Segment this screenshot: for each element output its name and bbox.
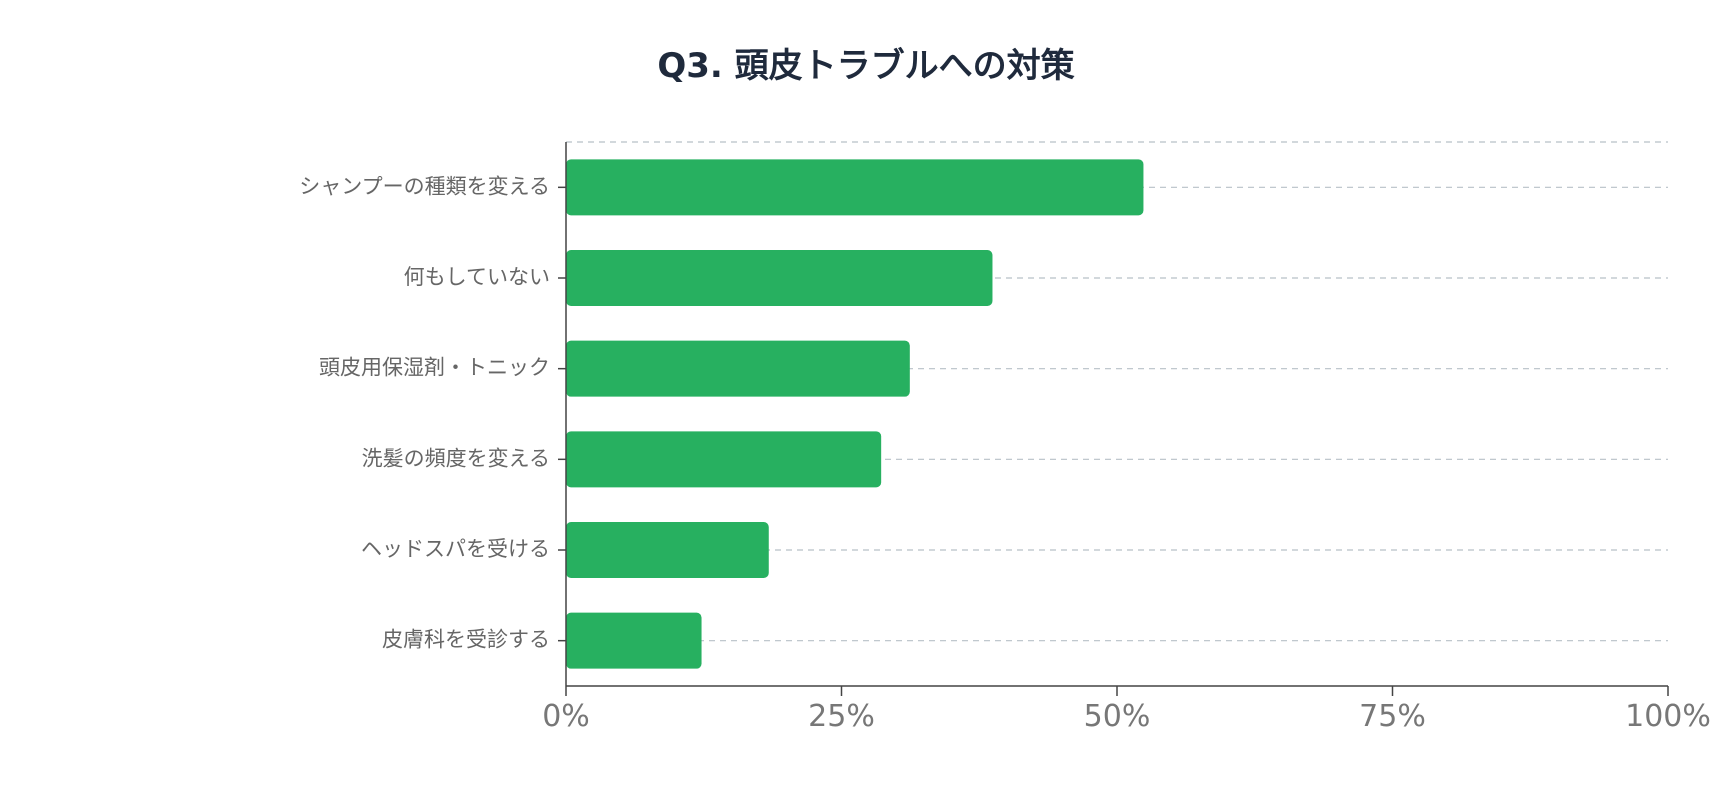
x-tick-label: 100% [1625, 699, 1711, 734]
bar-layer [566, 159, 1144, 669]
chart-title: Q3. 頭皮トラブルへの対策 [657, 46, 1075, 86]
x-tick-label: 75% [1359, 699, 1426, 734]
bar [566, 340, 910, 397]
category-label: 頭皮用保湿剤・トニック [319, 356, 550, 380]
category-label: ヘッドスパを受ける [361, 537, 550, 561]
label-layer: シャンプーの種類を変える何もしていない頭皮用保湿剤・トニック洗髪の頻度を変えるヘ… [299, 174, 1711, 734]
bar [566, 250, 993, 306]
x-tick-label: 0% [542, 699, 590, 734]
bar [566, 431, 882, 488]
category-label: 洗髪の頻度を変える [362, 446, 550, 470]
category-label: シャンプーの種類を変える [299, 174, 550, 198]
category-label: 皮膚科を受診する [382, 628, 550, 652]
bar [566, 612, 702, 669]
x-tick-label: 50% [1084, 699, 1151, 734]
x-tick-label: 25% [808, 699, 875, 734]
bar [566, 522, 769, 578]
category-label: 何もしていない [404, 265, 550, 289]
axis-layer [558, 142, 1669, 696]
bar [566, 159, 1144, 216]
